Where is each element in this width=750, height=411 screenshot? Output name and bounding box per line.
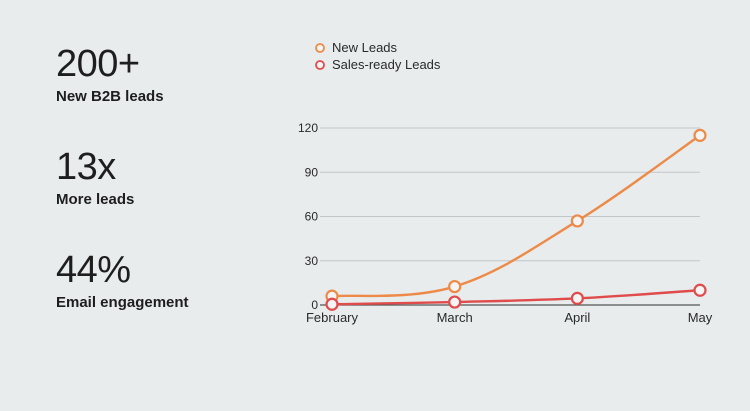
leads-line-chart: New Leads Sales-ready Leads 0 30 60 90 120 Feb… (298, 40, 713, 325)
stat-label: New B2B leads (56, 88, 164, 105)
legend-marker (315, 43, 325, 53)
x-tick-label: May (688, 310, 713, 325)
stat-value: 44% (56, 249, 131, 291)
series-line (331, 134, 701, 298)
data-point (570, 291, 584, 305)
stat-email-engagement: 44% Email engagement (56, 248, 276, 351)
stat-more-leads: 13x More leads (56, 145, 276, 248)
stat-new-b2b-leads: 200+ New B2B leads (56, 42, 276, 145)
data-point (325, 297, 339, 311)
stat-label: Email engagement (56, 294, 189, 311)
y-tick-label: 60 (305, 210, 319, 224)
legend-label: New Leads (332, 40, 398, 55)
y-tick-label: 30 (305, 254, 319, 268)
stat-label: More leads (56, 191, 135, 208)
chart-series (325, 128, 707, 311)
x-tick-label: February (306, 310, 359, 325)
legend-label: Sales-ready Leads (332, 57, 441, 72)
stats-panel: 200+ New B2B leads 13x More leads 44% Em… (56, 42, 276, 351)
y-tick-label: 120 (298, 121, 318, 135)
chart-grid (320, 127, 700, 306)
stat-value: 13x (56, 146, 116, 188)
series-line (331, 289, 701, 306)
chart-axes: 0 30 60 90 120 February March April May (298, 121, 713, 325)
data-point (448, 295, 462, 309)
data-point (693, 283, 707, 297)
y-tick-label: 0 (311, 298, 318, 312)
data-point (693, 128, 707, 142)
chart-legend: New Leads Sales-ready Leads (315, 40, 441, 72)
x-tick-label: March (437, 310, 473, 325)
x-tick-label: April (564, 310, 590, 325)
legend-marker (315, 60, 325, 70)
stat-value: 200+ (56, 43, 140, 85)
y-tick-label: 90 (305, 165, 319, 179)
data-point (570, 214, 584, 228)
data-point (448, 279, 462, 294)
